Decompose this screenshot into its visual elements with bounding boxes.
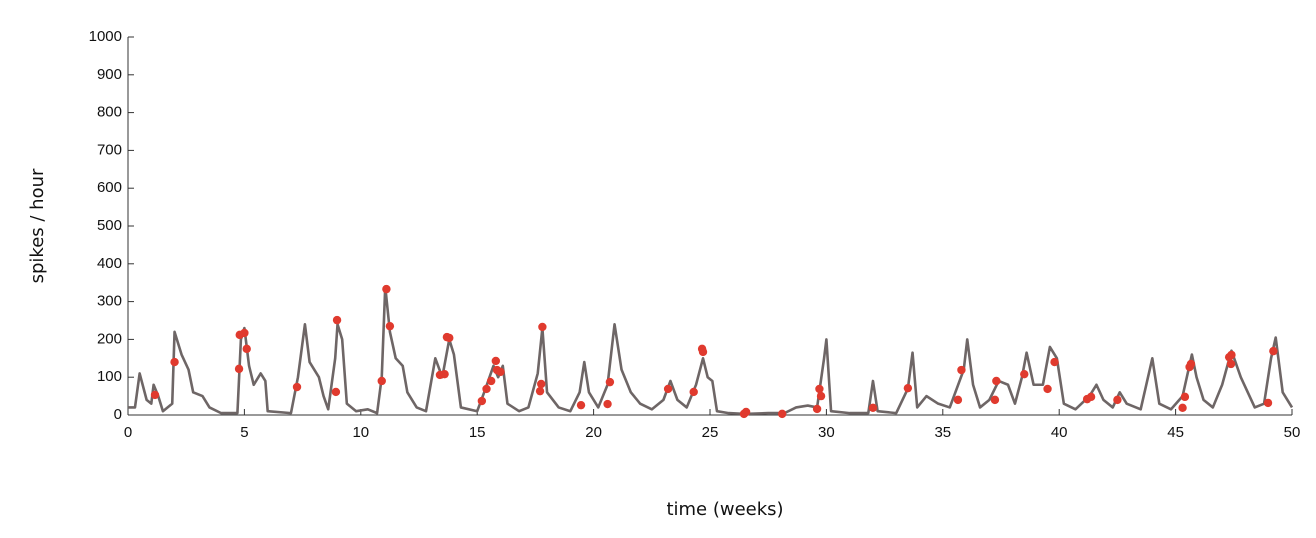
seizure-dot (1086, 392, 1096, 402)
seizure-dot (1263, 398, 1273, 408)
x-tick-label: 35 (934, 424, 951, 441)
seizure-dot (445, 333, 454, 343)
seizure-dot (698, 347, 708, 357)
smoothed-line (128, 285, 1294, 416)
seizure-dot (576, 400, 586, 410)
x-tick-label: 50 (1284, 424, 1301, 441)
seizure-dot (385, 321, 395, 331)
seizure-dot (1269, 346, 1278, 356)
seizure-dot (605, 377, 615, 387)
y-tick-label: 1000 (89, 28, 122, 45)
seizure-dot (491, 356, 501, 366)
seizure-dot (240, 328, 249, 338)
seizure-dot (953, 395, 963, 405)
x-tick-label: 20 (585, 424, 602, 441)
seizure-dot (332, 315, 342, 325)
seizure-dot (689, 387, 698, 397)
x-tick-label: 15 (469, 424, 486, 441)
seizure-dot (741, 407, 751, 417)
seizure-dot (292, 382, 302, 392)
y-tick-label: 300 (97, 293, 122, 310)
seizure-dot (1227, 350, 1236, 360)
y-tick-label: 600 (97, 179, 122, 196)
seizure-dot (538, 322, 547, 332)
seizure-dot (812, 404, 822, 414)
x-tick-label: 0 (124, 424, 132, 441)
seizure-dot (377, 376, 386, 386)
seizure-dot (1180, 392, 1190, 402)
seizure-dot (496, 367, 505, 377)
seizure-dot (990, 395, 1000, 405)
y-axis-label: spikes / hour (27, 168, 48, 283)
seizure-dot (1178, 403, 1187, 413)
y-tick-label: 700 (97, 141, 122, 158)
seizure-dot (440, 369, 449, 379)
seizure-dot (486, 376, 496, 386)
seizure-dot (537, 379, 546, 389)
y-tick-label: 400 (97, 255, 122, 272)
seizure-dot (1113, 395, 1122, 405)
seizure-dot (150, 390, 160, 400)
seizure-dot (1050, 357, 1059, 367)
seizure-dot (242, 344, 251, 354)
x-tick-label: 5 (240, 424, 248, 441)
seizure-dot (482, 384, 491, 394)
seizure-dot (170, 357, 179, 367)
seizure-dot (1186, 359, 1196, 369)
seizure-dot (477, 396, 487, 406)
y-tick-label: 900 (97, 66, 122, 83)
x-axis-label: time (weeks) (666, 499, 783, 520)
seizure-dot (663, 384, 673, 394)
y-tick-label: 800 (97, 104, 122, 121)
x-tick-label: 10 (352, 424, 369, 441)
seizure-dot (1043, 384, 1052, 394)
x-tick-label: 45 (1167, 424, 1184, 441)
seizure-dot (535, 386, 545, 396)
seizure-dot (903, 383, 913, 393)
seizure-dot (1020, 369, 1029, 379)
seizure-dot (234, 364, 244, 374)
seizure-dot (331, 387, 341, 397)
y-tick-label: 100 (97, 368, 122, 385)
seizure-dot (1226, 359, 1236, 369)
seizure-dot (777, 409, 787, 419)
seizure-dot (868, 403, 878, 413)
y-tick-label: 0 (114, 406, 122, 423)
y-tick-label: 200 (97, 330, 122, 347)
seizure-dot (382, 284, 391, 294)
x-tick-label: 25 (702, 424, 719, 441)
seizure-dot (957, 365, 966, 375)
seizure-dot (816, 391, 826, 401)
y-tick-label: 500 (97, 217, 122, 234)
seizure-dot (815, 384, 824, 394)
seizure-dot (992, 376, 1001, 386)
x-tick-label: 30 (818, 424, 835, 441)
x-tick-label: 40 (1051, 424, 1068, 441)
seizure-dot (603, 399, 612, 409)
